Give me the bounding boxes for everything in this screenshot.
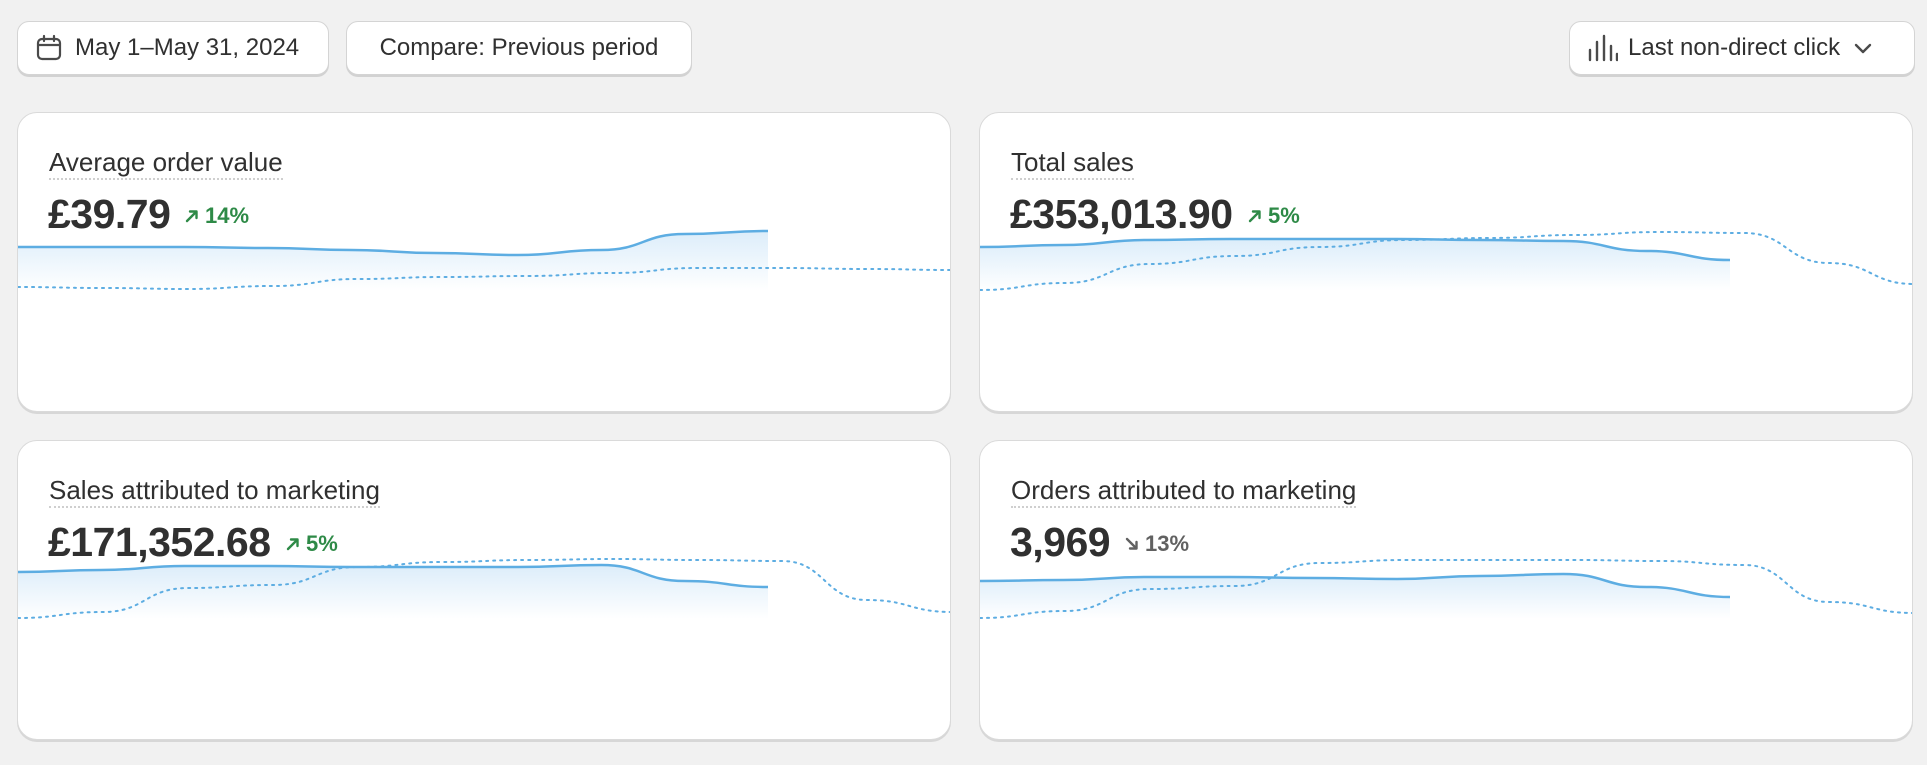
- chevron-down-icon: [1852, 37, 1874, 59]
- previous-period-line: [18, 267, 950, 291]
- sparkline-chart: [18, 557, 950, 619]
- current-period-line: [980, 237, 1731, 262]
- bar-chart-icon: [1586, 32, 1618, 64]
- metric-card-average-order-value[interactable]: Average order value £39.79 14%: [17, 112, 951, 412]
- sparkline-chart: [980, 559, 1912, 619]
- trend-up-icon: [184, 208, 200, 224]
- trend-up-icon: [1247, 208, 1263, 224]
- sparkline-chart: [18, 229, 950, 291]
- metric-delta: 13%: [1124, 531, 1189, 557]
- current-period-area: [18, 231, 768, 291]
- attribution-model-label: Last non-direct click: [1628, 34, 1841, 61]
- sparkline-chart: [980, 230, 1912, 291]
- metric-delta: 5%: [1247, 203, 1300, 229]
- date-range-button[interactable]: May 1–May 31, 2024: [17, 21, 329, 75]
- delta-label: 5%: [1268, 203, 1300, 228]
- current-period-line: [980, 572, 1731, 599]
- current-period-line: [18, 229, 769, 257]
- trend-down-icon: [1124, 536, 1140, 552]
- metric-delta: 14%: [184, 203, 249, 229]
- metric-title[interactable]: Total sales: [1011, 147, 1134, 180]
- metric-card-sales-attributed-to-marketing[interactable]: Sales attributed to marketing £171,352.6…: [17, 440, 951, 740]
- metric-card-total-sales[interactable]: Total sales £353,013.90 5%: [979, 112, 1913, 412]
- trend-up-icon: [285, 536, 301, 552]
- delta-label: 13%: [1145, 531, 1190, 556]
- metric-value: £39.79: [48, 191, 171, 237]
- calendar-icon: [35, 34, 63, 62]
- previous-period-line: [980, 559, 1912, 619]
- metric-card-orders-attributed-to-marketing[interactable]: Orders attributed to marketing 3,969 13%: [979, 440, 1913, 740]
- compare-label: Compare: Previous period: [379, 34, 659, 61]
- date-range-label: May 1–May 31, 2024: [75, 34, 300, 61]
- current-period-line: [18, 563, 769, 589]
- metric-value: 3,969: [1010, 519, 1111, 565]
- delta-label: 14%: [205, 203, 250, 228]
- current-period-area: [980, 239, 1730, 291]
- metric-title[interactable]: Orders attributed to marketing: [1011, 475, 1357, 508]
- attribution-model-dropdown[interactable]: Last non-direct click: [1569, 21, 1915, 75]
- metric-value: £353,013.90: [1010, 191, 1233, 237]
- metric-title[interactable]: Average order value: [49, 147, 283, 180]
- current-period-area: [18, 565, 768, 619]
- previous-period-line: [18, 557, 950, 619]
- delta-label: 5%: [306, 531, 338, 556]
- metric-title[interactable]: Sales attributed to marketing: [49, 475, 380, 508]
- metric-value: £171,352.68: [48, 519, 271, 565]
- current-period-area: [980, 574, 1730, 619]
- metric-delta: 5%: [285, 531, 338, 557]
- compare-period-button[interactable]: Compare: Previous period: [346, 21, 692, 75]
